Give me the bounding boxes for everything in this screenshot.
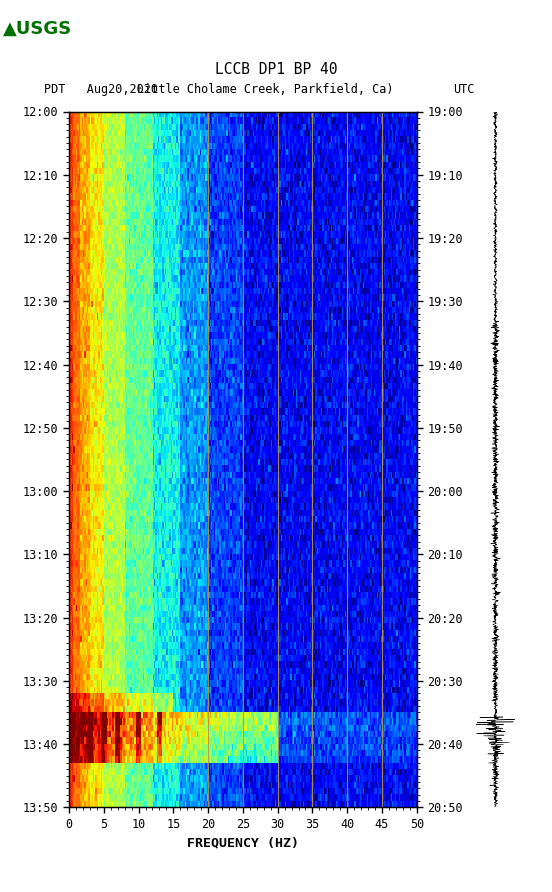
Text: ▲USGS: ▲USGS [3, 20, 72, 38]
Text: LCCB DP1 BP 40: LCCB DP1 BP 40 [215, 62, 337, 77]
X-axis label: FREQUENCY (HZ): FREQUENCY (HZ) [187, 836, 299, 849]
Text: Little Cholame Creek, Parkfield, Ca): Little Cholame Creek, Parkfield, Ca) [137, 83, 393, 95]
Text: PDT   Aug20,2020: PDT Aug20,2020 [44, 83, 158, 95]
Text: UTC: UTC [453, 83, 474, 95]
